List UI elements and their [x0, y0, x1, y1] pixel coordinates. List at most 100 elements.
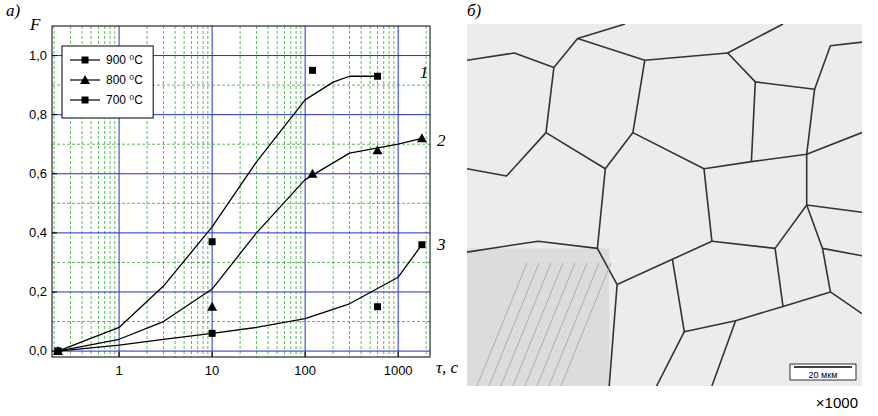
y-axis-title: F	[29, 15, 41, 34]
tick-mark	[305, 352, 306, 357]
minor-grid-line	[240, 26, 241, 357]
data-point	[374, 303, 381, 310]
tick-mark	[52, 232, 57, 233]
tick-mark	[398, 352, 399, 357]
grain-boundary	[617, 169, 712, 285]
minor-grid-line	[268, 26, 269, 357]
minor-grid-line	[197, 26, 198, 357]
minor-grid-line	[52, 203, 430, 204]
grain-boundary	[712, 248, 783, 386]
grain-boundary	[823, 248, 831, 292]
panel-label: а)	[6, 1, 21, 20]
grain-boundary	[755, 42, 862, 89]
minor-grid-line	[393, 26, 394, 357]
minor-grid-line	[175, 26, 176, 357]
y-tick-label: 0,0	[29, 343, 47, 358]
data-point	[209, 238, 216, 245]
grid-line	[52, 351, 430, 352]
tick-mark	[52, 114, 57, 115]
grain-boundary	[712, 154, 807, 248]
grain-boundary	[807, 89, 815, 154]
x-axis-title: τ, с	[436, 358, 459, 377]
grain-boundary	[807, 205, 862, 212]
y-tick-label: 0,2	[29, 284, 47, 299]
minor-grid-line	[256, 26, 257, 357]
minor-grid-line	[163, 26, 164, 357]
grain-boundary	[605, 60, 645, 169]
scale-bar: 20 мкм	[790, 364, 856, 380]
y-tick-label: 1,0	[29, 48, 47, 63]
grid	[52, 26, 430, 357]
minor-grid-line	[296, 26, 297, 357]
twin-line	[561, 263, 611, 386]
twin-line	[525, 263, 575, 386]
data-point	[309, 67, 316, 74]
legend: 900 ⁰C 800 ⁰C 700 ⁰C	[62, 46, 153, 118]
minor-grid-line	[300, 26, 301, 357]
micrograph	[467, 24, 862, 386]
scale-bar-line	[794, 366, 852, 368]
grain-boundary	[546, 133, 617, 386]
figure: а)11010010000,00,20,40,60,81,0Fτ, с12390…	[0, 0, 878, 416]
tick-mark	[52, 55, 57, 56]
tick-mark	[119, 352, 120, 357]
fit-curve	[58, 138, 422, 351]
minor-grid-line	[284, 26, 285, 357]
legend-marker	[82, 57, 89, 64]
legend-marker	[82, 97, 89, 104]
data-point	[417, 133, 427, 142]
grain-boundary	[578, 39, 756, 162]
x-tick-label: 10	[205, 363, 219, 378]
minor-grid-line	[207, 26, 208, 357]
twin-line	[513, 263, 563, 386]
twin-line	[489, 263, 539, 386]
grid-line	[52, 232, 430, 233]
legend-label: 900 ⁰C	[106, 53, 143, 67]
twin-line	[549, 263, 599, 386]
grid-line	[305, 26, 306, 357]
curve-label: 2	[437, 131, 446, 150]
grain-boundary	[672, 259, 735, 331]
curve-label: 3	[436, 235, 446, 254]
minor-grid-line	[52, 262, 430, 263]
micrograph-shade	[467, 248, 609, 386]
minor-grid-line	[54, 26, 55, 357]
data-point	[373, 145, 383, 154]
legend-box	[62, 46, 153, 118]
tick-mark	[52, 173, 57, 174]
legend-label: 700 ⁰C	[106, 93, 143, 107]
minor-grid-line	[277, 26, 278, 357]
minor-grid-line	[52, 321, 430, 322]
twin-line	[501, 263, 551, 386]
minor-grid-line	[383, 26, 384, 357]
panel-label: б)	[467, 1, 482, 20]
tick-mark	[52, 291, 57, 292]
minor-grid-line	[333, 26, 334, 357]
scale-bar-label: 20 мкм	[809, 370, 838, 380]
grain-boundary	[657, 332, 685, 386]
legend-label: 800 ⁰C	[106, 73, 143, 87]
plot-frame	[52, 26, 430, 357]
y-tick-label: 0,8	[29, 107, 47, 122]
minor-grid-line	[389, 26, 390, 357]
scale-bar-box	[790, 364, 856, 380]
curve-label: 1	[420, 63, 429, 82]
micrograph-ground	[467, 24, 862, 386]
x-tick-label: 100	[294, 363, 316, 378]
y-tick-label: 0,4	[29, 225, 47, 240]
y-tick-label: 0,6	[29, 166, 47, 181]
twin-line	[477, 263, 527, 386]
data-point	[207, 302, 217, 311]
minor-grid-line	[203, 26, 204, 357]
grain-boundary	[467, 67, 554, 176]
grain-boundary	[633, 133, 862, 169]
x-tick-label: 1000	[384, 363, 413, 378]
grid-line	[398, 26, 399, 357]
minor-grid-line	[52, 144, 430, 145]
tick-mark	[212, 352, 213, 357]
grain-boundary	[467, 241, 597, 252]
twin-line	[537, 263, 587, 386]
grid-line	[52, 291, 430, 292]
magnification: ×1000	[816, 394, 858, 411]
grid-line	[52, 173, 430, 174]
